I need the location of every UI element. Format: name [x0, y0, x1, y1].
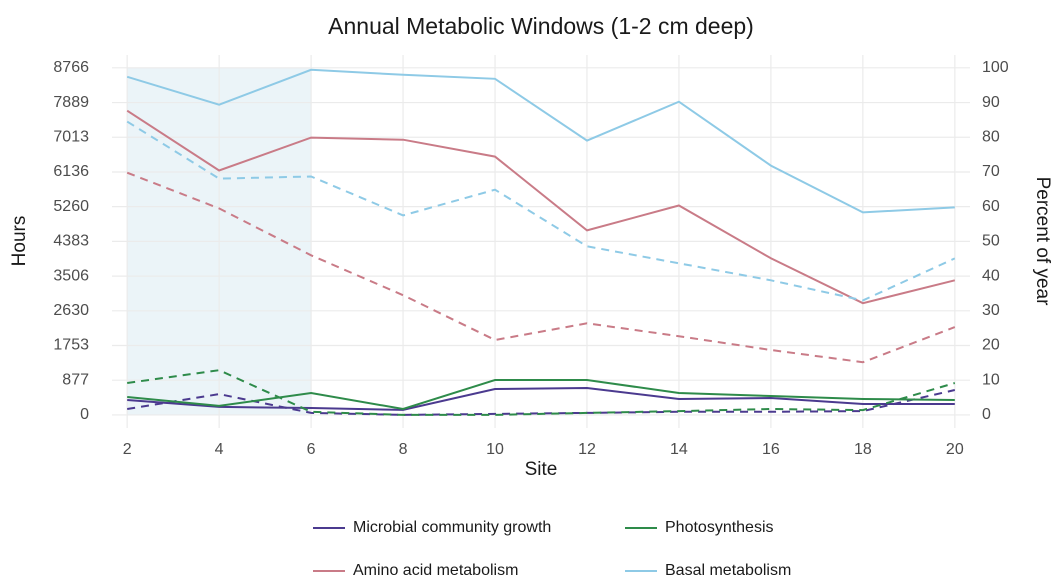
y-axis-title: Hours [9, 216, 30, 267]
x-tick-label: 6 [307, 441, 316, 458]
y-tick-label: 3506 [53, 267, 89, 284]
y2-tick-label: 70 [982, 163, 1000, 180]
y2-tick-label: 80 [982, 128, 1000, 145]
y-tick-label: 0 [80, 406, 89, 423]
x-tick-label: 20 [946, 441, 964, 458]
y-tick-label: 4383 [53, 233, 89, 250]
y-tick-label: 5260 [53, 198, 89, 215]
y-tick-label: 7889 [53, 94, 89, 111]
line-hours [127, 386, 955, 411]
y2-tick-label: 10 [982, 371, 1000, 388]
line-percent [127, 369, 956, 416]
line-hours [126, 109, 956, 305]
line-percent [127, 389, 956, 416]
y2-tick-label: 40 [982, 267, 1000, 284]
x-tick-label: 16 [762, 441, 780, 458]
x-tick-label: 10 [486, 441, 504, 458]
x-tick-label: 8 [399, 441, 408, 458]
line-hours [127, 379, 955, 411]
legend-label: Microbial community growth [353, 519, 551, 536]
legend-label: Amino acid metabolism [353, 562, 518, 579]
y-tick-label: 7013 [53, 128, 89, 145]
y-tick-label: 2630 [53, 302, 89, 319]
y2-tick-label: 30 [982, 302, 1000, 319]
y2-tick-label: 100 [982, 59, 1009, 76]
line-percent [126, 120, 956, 302]
y2-axis-title: Percent of year [1032, 177, 1053, 307]
y2-tick-label: 0 [982, 406, 991, 423]
x-tick-label: 14 [670, 441, 688, 458]
line-hours [126, 68, 955, 214]
y-tick-label: 8766 [53, 59, 89, 76]
y-tick-label: 877 [62, 371, 89, 388]
x-axis-title: Site [525, 459, 558, 480]
line-percent [126, 171, 956, 364]
x-tick-label: 12 [578, 441, 596, 458]
legend-label: Photosynthesis [665, 519, 774, 536]
y-tick-label: 1753 [53, 337, 89, 354]
y2-tick-label: 50 [982, 233, 1000, 250]
x-tick-label: 18 [854, 441, 872, 458]
y2-tick-label: 60 [982, 198, 1000, 215]
y-tick-label: 6136 [53, 163, 89, 180]
x-tick-label: 2 [123, 441, 132, 458]
legend-label: Basal metabolism [665, 562, 791, 579]
chart-title: Annual Metabolic Windows (1-2 cm deep) [328, 13, 754, 39]
y2-tick-label: 20 [982, 337, 1000, 354]
x-tick-label: 4 [215, 441, 224, 458]
y2-tick-label: 90 [982, 94, 1000, 111]
